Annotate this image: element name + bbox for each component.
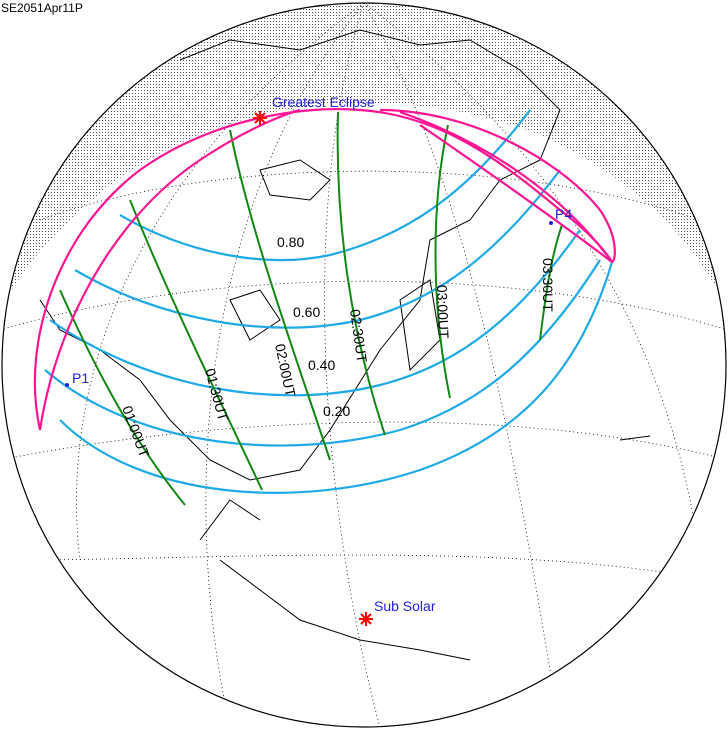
time-label: 01:00UT — [119, 404, 153, 460]
greatest-eclipse-label: Greatest Eclipse — [272, 94, 375, 110]
map-title: SE2051Apr11P — [1, 1, 83, 15]
time-label: 02:30UT — [347, 308, 370, 364]
p1-marker: P1 — [65, 370, 89, 387]
magnitude-label: 0.60 — [293, 304, 320, 320]
sub-solar-marker: Sub Solar — [359, 598, 436, 626]
time-label: 03:00UT — [434, 285, 452, 340]
penumbral-limits — [33, 107, 616, 431]
p4-label: P4 — [555, 206, 572, 222]
magnitude-label: 0.80 — [277, 234, 304, 250]
greatest-eclipse-marker: Greatest Eclipse — [253, 94, 375, 125]
magnitude-label: 0.20 — [323, 403, 350, 419]
asterisk-icon — [359, 612, 373, 626]
time-label: 01:30UT — [202, 367, 231, 423]
p1-label: P1 — [72, 370, 89, 386]
magnitude-lines — [44, 109, 614, 494]
coastlines — [39, 29, 651, 661]
p4-marker: P4 — [549, 206, 572, 225]
asterisk-icon — [253, 111, 267, 125]
time-label: 02:00UT — [272, 342, 299, 398]
magnitude-label: 0.40 — [308, 357, 335, 373]
night-region — [2, 3, 726, 310]
sub-solar-label: Sub Solar — [374, 598, 436, 614]
time-lines — [59, 111, 563, 506]
time-label: 03:30UT — [540, 258, 556, 312]
